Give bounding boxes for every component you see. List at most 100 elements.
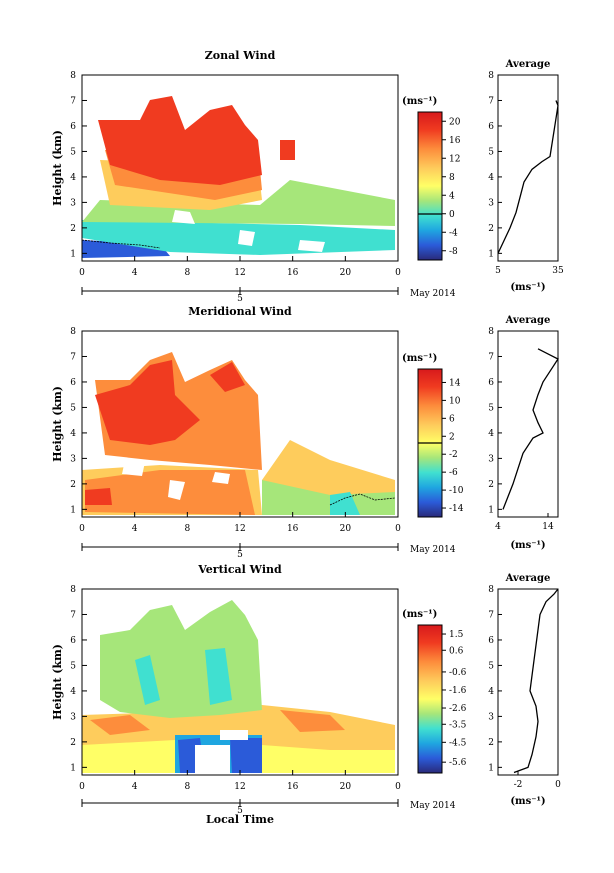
vertical-average-y-tick-label: 7 (488, 610, 494, 620)
meridional-ylabel: Height (km) (51, 386, 64, 462)
vertical-date-label: May 2014 (410, 801, 456, 811)
meridional-colorbar-tick-label: -2 (449, 450, 458, 460)
zonal-x-tick-label: 0 (395, 268, 401, 278)
vertical-x-axis: 0 4 8 12 16 20 0 (79, 770, 401, 792)
zonal-average-line (497, 100, 559, 254)
zonal-x-axis: 0 4 8 12 16 20 0 (79, 256, 401, 278)
vertical-y-tick-label: 6 (70, 636, 76, 646)
zonal-title: Zonal Wind (205, 49, 276, 62)
meridional-average-title: Average (505, 315, 551, 326)
meridional-y-tick-label: 5 (70, 403, 76, 413)
zonal-x-tick-label: 12 (234, 268, 245, 278)
vertical-average-y-tick-label: 4 (488, 687, 494, 697)
zonal-y-tick-label: 3 (70, 198, 76, 208)
zonal-y-axis: 1 2 3 4 5 6 7 8 (70, 71, 87, 259)
zonal-average-x-tick-label: 5 (495, 266, 501, 276)
vertical-y-tick-label: 5 (70, 661, 76, 671)
zonal-date-tick: 5 (237, 294, 243, 304)
vertical-colorbar-tick-label: -5.6 (449, 758, 467, 768)
zonal-date-label: May 2014 (410, 289, 456, 299)
meridional-y-tick-label: 2 (70, 480, 76, 490)
vertical-date-tick: 5 (237, 806, 243, 816)
meridional-average-y-tick-label: 8 (488, 327, 494, 337)
vertical-average-line (513, 588, 559, 774)
zonal-average-frame (497, 74, 559, 262)
zonal-y-tick-label: 8 (70, 71, 76, 81)
meridional-title: Meridional Wind (188, 305, 292, 318)
vertical-x-tick-label: 16 (287, 782, 299, 792)
vertical-y-axis: 1 2 3 4 5 6 7 8 (70, 585, 87, 773)
vertical-y-tick-label: 7 (70, 610, 76, 620)
meridional-x-tick-label: 0 (395, 524, 401, 534)
meridional-average-xlabel: (ms⁻¹) (510, 540, 545, 551)
zonal-x-tick-label: 20 (340, 268, 352, 278)
meridional-heatmap (82, 352, 396, 515)
vertical-x-tick-label: 12 (234, 782, 245, 792)
zonal-average-profile: Average 5 35 1 2 3 4 5 6 7 8 (ms⁻¹) (488, 59, 564, 293)
vertical-x-tick-label: 4 (132, 782, 138, 792)
meridional-date-tick: 5 (237, 550, 243, 560)
meridional-colorbar-tick-label: -10 (449, 486, 464, 496)
vertical-average-y-tick-label: 8 (488, 585, 494, 595)
meridional-average-y-tick-label: 4 (488, 429, 494, 439)
zonal-colorbar-tick-label: -8 (449, 247, 458, 257)
zonal-heatmap (82, 96, 395, 258)
meridional-x-tick-label: 20 (340, 524, 352, 534)
zonal-colorbar-tick-label: -4 (449, 228, 458, 238)
vertical-colorbar-tick-label: -3.5 (449, 720, 467, 730)
zonal-colorbar-tick-label: 16 (449, 136, 461, 146)
zonal-average-title: Average (505, 59, 551, 70)
vertical-colorbar-label: (ms⁻¹) (402, 609, 437, 620)
zonal-average-y-tick-label: 1 (488, 249, 494, 259)
zonal-x-tick-label: 0 (79, 268, 85, 278)
vertical-colorbar: (ms⁻¹) 1.5 0.6 -0.6 -1.6 -2.6 -3.5 -4.5 -5.6 (402, 609, 467, 774)
meridional-average-y-tick-label: 2 (488, 480, 494, 490)
meridional-date-label: May 2014 (410, 545, 456, 555)
meridional-average-frame (497, 330, 559, 518)
zonal-x-tick-label: 8 (184, 268, 190, 278)
zonal-average-xlabel: (ms⁻¹) (510, 282, 545, 293)
zonal-y-tick-label: 1 (70, 249, 76, 259)
meridional-y-tick-label: 7 (70, 352, 76, 362)
vertical-y-tick-label: 8 (70, 585, 76, 595)
vertical-average-y-tick-label: 5 (488, 661, 494, 671)
vertical-colorbar-tick-label: 0.6 (449, 646, 464, 656)
zonal-average-y-tick-label: 4 (488, 173, 494, 183)
meridional-average-x-tick-label: 4 (495, 522, 501, 532)
meridional-colorbar-tick-label: 14 (449, 378, 461, 388)
vertical-y-tick-label: 4 (70, 687, 76, 697)
zonal-x-tick-label: 16 (287, 268, 299, 278)
vertical-colorbar-tick-label: -4.5 (449, 738, 467, 748)
meridional-x-tick-label: 12 (234, 524, 245, 534)
meridional-colorbar-tick-label: -6 (449, 468, 458, 478)
zonal-y-tick-label: 7 (70, 96, 76, 106)
meridional-colorbar-tick-label: 2 (449, 432, 455, 442)
vertical-colorbar-tick-label: -0.6 (449, 668, 467, 678)
zonal-colorbar-label: (ms⁻¹) (402, 96, 437, 107)
meridional-x-tick-label: 16 (287, 524, 299, 534)
zonal-y-tick-label: 2 (70, 224, 76, 234)
vertical-average-x-tick-label: 0 (555, 780, 561, 790)
meridional-y-tick-label: 6 (70, 378, 76, 388)
zonal-average-y-tick-label: 7 (488, 96, 494, 106)
vertical-average-x-tick-label: -2 (514, 780, 523, 790)
meridional-average-profile: Average 4 14 1 2 3 4 5 6 7 8 (ms⁻¹) (488, 315, 559, 551)
meridional-average-y-tick-label: 7 (488, 352, 494, 362)
meridional-x-axis: 0 4 8 12 16 20 0 (79, 512, 401, 534)
vertical-average-frame (497, 588, 559, 776)
meridional-colorbar-tick-label: -14 (449, 504, 464, 514)
zonal-average-y-tick-label: 5 (488, 147, 494, 157)
vertical-average-title: Average (505, 573, 551, 584)
zonal-colorbar-tick-label: 8 (449, 173, 455, 183)
vertical-y-tick-label: 1 (70, 763, 76, 773)
vertical-title: Vertical Wind (197, 563, 282, 576)
vertical-colorbar-bar (417, 624, 443, 774)
meridional-colorbar-tick-label: 10 (449, 396, 461, 406)
zonal-average-y-tick-label: 3 (488, 198, 494, 208)
meridional-average-y-tick-label: 3 (488, 454, 494, 464)
meridional-date-axis: 5 May 2014 (81, 543, 456, 560)
meridional-average-y-tick-label: 6 (488, 378, 494, 388)
meridional-x-tick-label: 0 (79, 524, 85, 534)
